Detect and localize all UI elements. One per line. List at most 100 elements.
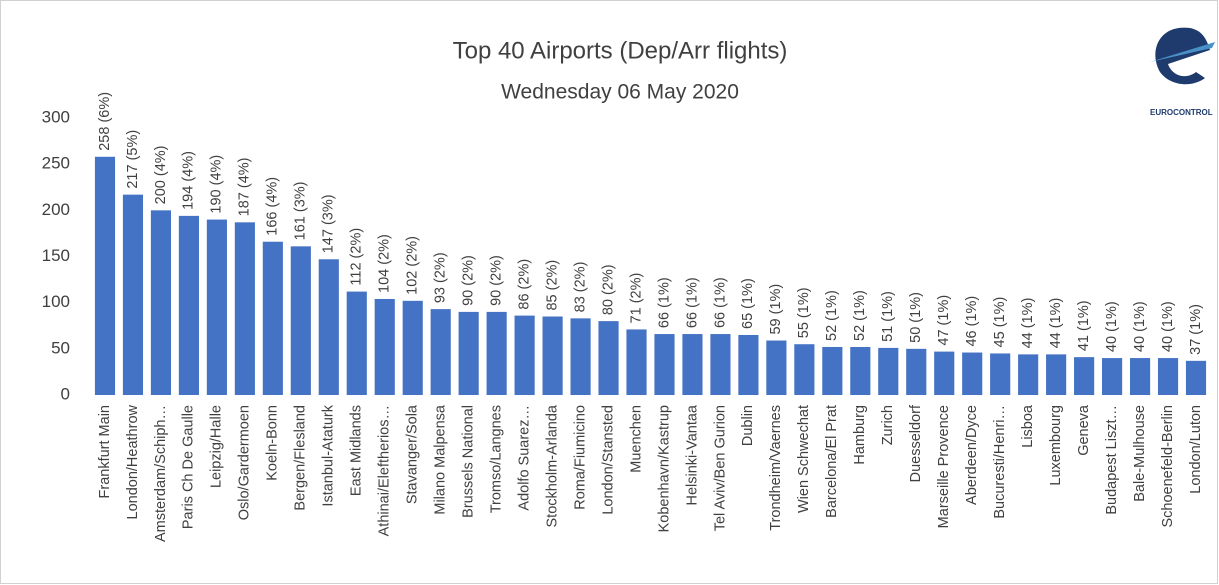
- x-tick-label: Hamburg: [852, 405, 868, 465]
- bar: [878, 347, 899, 395]
- x-tick-label: Athinai/Eleftherios…: [377, 405, 393, 536]
- data-label: 217 (5%): [125, 130, 141, 189]
- data-label: 187 (4%): [237, 157, 253, 216]
- data-label: 161 (3%): [293, 181, 309, 240]
- x-tick-label: Luxembourg: [1048, 405, 1064, 486]
- bar: [430, 309, 451, 395]
- x-tick-label: Roma/Fiumicino: [572, 405, 588, 510]
- data-label: 65 (1%): [740, 278, 756, 329]
- bar: [766, 340, 787, 395]
- bar: [934, 351, 955, 395]
- x-tick-label: Muenchen: [628, 405, 644, 473]
- data-label: 55 (1%): [796, 287, 812, 338]
- x-tick-label: London/Heathrow: [125, 404, 141, 519]
- data-label: 66 (1%): [684, 277, 700, 328]
- y-tick-label: 200: [42, 200, 70, 219]
- x-tick-label: Dublin: [740, 405, 756, 446]
- x-tick-label: Milano Malpensa: [433, 404, 449, 515]
- x-tick-label: Stockholm-Arlanda: [544, 404, 560, 527]
- data-label: 37 (1%): [1188, 304, 1204, 355]
- data-label: 59 (1%): [768, 284, 784, 335]
- data-label: 166 (4%): [265, 177, 281, 236]
- data-label: 44 (1%): [1020, 298, 1036, 349]
- data-label: 93 (2%): [433, 252, 449, 303]
- data-label: 66 (1%): [712, 277, 728, 328]
- bar: [458, 311, 479, 395]
- y-tick-label: 0: [61, 384, 70, 403]
- bar: [710, 334, 731, 395]
- x-tick-label: Tromso/Langnes: [488, 405, 504, 513]
- data-label: 71 (2%): [628, 273, 644, 324]
- x-tick-label: Tel Aviv/Ben Gurion: [712, 405, 728, 531]
- data-label: 41 (1%): [1076, 300, 1092, 351]
- y-tick-label: 300: [42, 107, 70, 126]
- x-tick-label: Barcelona/El Prat: [824, 405, 840, 518]
- x-tick-label: Istanbul-Ataturk: [321, 404, 337, 506]
- data-label: 83 (2%): [572, 262, 588, 313]
- x-tick-label: Oslo/Gardermoen: [237, 405, 253, 520]
- bar: [654, 334, 675, 395]
- bar: [346, 291, 367, 395]
- x-tick-label: Adolfo Suarez…: [516, 405, 532, 511]
- bar: [290, 246, 311, 395]
- chart-title: Top 40 Airports (Dep/Arr flights): [453, 37, 788, 64]
- data-label: 190 (4%): [209, 155, 225, 214]
- chart-subtitle: Wednesday 06 May 2020: [501, 81, 739, 104]
- x-tick-label: Bale-Mulhouse: [1132, 405, 1148, 502]
- bar: [598, 321, 619, 395]
- data-label: 80 (2%): [600, 264, 616, 315]
- data-label: 47 (1%): [936, 295, 952, 346]
- data-label: 90 (2%): [488, 255, 504, 306]
- bar: [262, 241, 283, 395]
- bar: [402, 300, 423, 395]
- bar: [178, 215, 199, 395]
- x-tick-label: Helsinki-Vantaa: [684, 404, 700, 505]
- data-label: 85 (2%): [544, 260, 560, 311]
- x-tick-label: Geneva: [1076, 404, 1092, 456]
- logo-text: EUROCONTROL: [1150, 108, 1213, 117]
- data-label: 90 (2%): [460, 255, 476, 306]
- data-label: 86 (2%): [516, 259, 532, 310]
- bar: [1102, 358, 1123, 395]
- x-tick-label: Duesseldorf: [908, 404, 924, 482]
- data-label: 50 (1%): [908, 292, 924, 343]
- bar: [822, 346, 843, 395]
- data-label: 45 (1%): [992, 297, 1008, 348]
- x-tick-label: Wien Schwechat: [796, 405, 812, 513]
- data-label: 194 (4%): [181, 151, 197, 210]
- logo-swoosh: [1150, 42, 1215, 62]
- x-tick-label: Leipzig/Halle: [209, 405, 225, 488]
- data-label: 51 (1%): [880, 291, 896, 342]
- y-tick-label: 150: [42, 246, 70, 265]
- data-label: 102 (2%): [405, 236, 421, 295]
- bar: [738, 334, 759, 395]
- x-tick-label: Lisboa: [1020, 404, 1036, 448]
- data-label: 40 (1%): [1132, 301, 1148, 352]
- data-label: 258 (6%): [97, 92, 113, 151]
- bar: [150, 210, 172, 395]
- bar: [122, 194, 144, 395]
- x-tick-label: London/Stansted: [600, 405, 616, 515]
- x-tick-label: Aberdeen/Dyce: [964, 405, 980, 505]
- x-tick-label: Paris Ch De Gaulle: [181, 405, 197, 529]
- bar: [234, 222, 255, 395]
- bar: [514, 315, 535, 395]
- bar: [990, 353, 1011, 395]
- bar: [206, 219, 227, 395]
- bar: [318, 259, 339, 395]
- x-tick-label: Budapest Liszt…: [1104, 405, 1120, 515]
- bar: [1129, 358, 1151, 395]
- x-tick-label: Bucuresti/Henri…: [992, 405, 1008, 519]
- bar: [626, 329, 647, 395]
- x-tick-label: Zurich: [880, 405, 896, 445]
- data-label: 52 (1%): [852, 290, 868, 341]
- x-tick-label: London/Luton: [1188, 405, 1204, 494]
- x-tick-label: Brussels National: [460, 405, 476, 518]
- bar: [1046, 354, 1067, 395]
- x-tick-label: Frankfurt Main: [97, 405, 113, 498]
- bar: [570, 318, 591, 395]
- data-label: 44 (1%): [1048, 298, 1064, 349]
- bar: [1074, 357, 1095, 395]
- bar: [962, 352, 983, 395]
- bar: [682, 334, 703, 395]
